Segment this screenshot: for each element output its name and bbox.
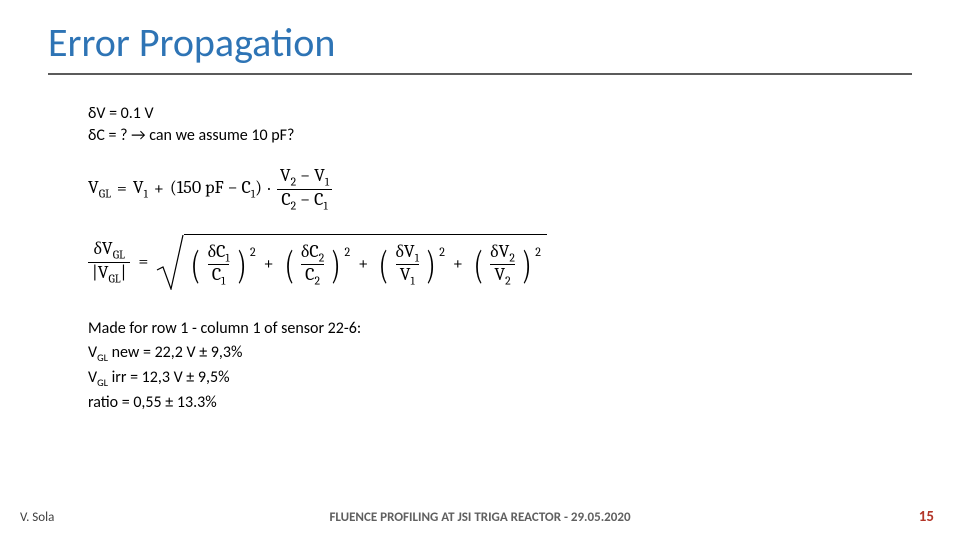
eq2-term-num: δC2 (297, 242, 328, 264)
eq2-power: 2 (535, 244, 541, 260)
eq1-eq: = (117, 177, 127, 201)
eq1-paren-group: (150 pF − C1) (170, 176, 262, 202)
eq2-lhs-den: |VGL| (88, 262, 130, 285)
eq1-paren-open: (150 pF − C (170, 177, 251, 198)
equation-error-propagation: δVGL |VGL| = (δC1C1)2+(δC2C2)2+(δV1V1)2+… (88, 234, 912, 290)
eq2-lhs-fraction: δVGL |VGL| (88, 239, 130, 285)
sqrt-icon (156, 234, 184, 290)
eq1-num-minus: − (296, 165, 314, 186)
assumptions-block: δV = 0.1 V δC = ? → can we assume 10 pF? (88, 103, 912, 146)
eq1-num-v1: V (314, 165, 325, 186)
eq2-term-num: δC1 (204, 242, 234, 264)
footer-title: FLUENCE PROFILING AT JSI TRIGA REACTOR -… (0, 510, 960, 525)
eq2-eq: = (132, 250, 154, 274)
eq2-plus: + (260, 252, 278, 276)
eq1-lhs-sym: V (88, 177, 99, 198)
title-underline (48, 73, 912, 75)
eq2-power: 2 (439, 244, 445, 260)
r2-sub: GL (97, 351, 108, 364)
eq2-power: 2 (250, 244, 256, 260)
eq2-term: (δV2V2)2 (471, 242, 541, 288)
eq2-power: 2 (345, 244, 351, 260)
page-title: Error Propagation (48, 18, 912, 67)
paren-open: ( (285, 245, 294, 285)
results-vgl-irr: VGL irr = 12,3 V ± 9,5% (88, 367, 912, 390)
eq1-paren-close: ) (255, 177, 262, 198)
eq2-term-den: V2 (490, 264, 514, 287)
paren-close: ) (522, 245, 531, 285)
eq1-v1: V1 (133, 176, 148, 202)
eq1-frac-den: C2 − C1 (277, 189, 331, 212)
r2-rest: new = 22,2 V ± 9,3% (108, 343, 242, 362)
eq2-term-paren: (δC2C2) (282, 242, 344, 288)
eq2-term: (δV1V1)2 (376, 242, 445, 288)
eq2-sqrt: (δC1C1)2+(δC2C2)2+(δV1V1)2+(δV2V2)2 (156, 234, 547, 290)
paren-open: ( (379, 245, 388, 285)
eq2-term-paren: (δV1V1) (376, 242, 438, 288)
eq1-fraction: V2 − V1 C2 − C1 (276, 166, 333, 212)
eq2-lhs-num-sym: δV (93, 238, 112, 259)
eq2-lhs-den-sym: V (98, 262, 109, 283)
paren-close: ) (426, 245, 435, 285)
eq2-plus: + (354, 252, 372, 276)
eq2-lhs-num-sub: GL (113, 248, 125, 262)
eq1-den-minus: − (296, 189, 314, 210)
eq2-term-frac: δC2C2 (297, 242, 328, 288)
r3-rest: irr = 12,3 V ± 9,5% (108, 368, 230, 387)
eq2-term-den: C2 (301, 264, 324, 287)
eq2-term-den: V1 (396, 264, 419, 287)
assumption-delta-c: δC = ? → can we assume 10 pF? (88, 125, 912, 147)
r2-v: V (88, 343, 97, 362)
eq2-term-den: C1 (208, 264, 230, 287)
eq1-frac-num: V2 − V1 (276, 166, 333, 188)
results-ratio: ratio = 0,55 ± 13.3% (88, 392, 912, 414)
eq1-num-v2: V (280, 165, 291, 186)
slide: Error Propagation δV = 0.1 V δC = ? → ca… (0, 0, 960, 540)
paren-open: ( (474, 245, 483, 285)
assumption-delta-v: δV = 0.1 V (88, 103, 912, 125)
eq2-term-frac: δV2V2 (486, 242, 519, 288)
results-header: Made for row 1 - column 1 of sensor 22-6… (88, 318, 912, 340)
eq1-dot: · (268, 177, 270, 201)
eq2-term-paren: (δC1C1) (188, 242, 249, 288)
eq1-v1-sub: 1 (144, 187, 148, 201)
eq2-abs-close: | (121, 262, 127, 283)
eq2-term-num: δV1 (391, 242, 422, 264)
eq2-term: (δC2C2)2 (282, 242, 351, 288)
paren-open: ( (191, 245, 200, 285)
eq1-lhs-sub: GL (99, 187, 111, 201)
eq2-term-frac: δC1C1 (204, 242, 234, 288)
eq2-radicand: (δC1C1)2+(δC2C2)2+(δV1V1)2+(δV2V2)2 (184, 234, 547, 290)
paren-close: ) (237, 245, 246, 285)
eq2-term-frac: δV1V1 (391, 242, 422, 288)
eq1-plus: + (154, 177, 164, 201)
equation-vgl: VGL = V1 + (150 pF − C1) · V2 − V1 C2 − … (88, 166, 912, 212)
results-vgl-new: VGL new = 22,2 V ± 9,3% (88, 342, 912, 365)
content-area: δV = 0.1 V δC = ? → can we assume 10 pF?… (48, 103, 912, 414)
eq1-lhs: VGL (88, 176, 111, 202)
eq2-lhs-num: δVGL (89, 239, 128, 261)
eq2-lhs-den-sub: GL (108, 271, 120, 285)
eq2-term-paren: (δV2V2) (471, 242, 534, 288)
r3-v: V (88, 368, 97, 387)
paren-close: ) (331, 245, 340, 285)
footer: V. Sola FLUENCE PROFILING AT JSI TRIGA R… (0, 508, 960, 526)
eq2-plus: + (449, 252, 467, 276)
eq2-term: (δC1C1)2 (188, 242, 255, 288)
eq1-v1-sym: V (133, 177, 144, 198)
results-block: Made for row 1 - column 1 of sensor 22-6… (88, 318, 912, 414)
eq2-term-num: δV2 (486, 242, 519, 264)
r3-sub: GL (97, 376, 108, 389)
equations-block: VGL = V1 + (150 pF − C1) · V2 − V1 C2 − … (88, 166, 912, 290)
eq1-den-c1-sub: 1 (323, 198, 327, 212)
eq1-num-v1-sub: 1 (325, 175, 329, 189)
eq1-den-c2: C (281, 189, 290, 210)
